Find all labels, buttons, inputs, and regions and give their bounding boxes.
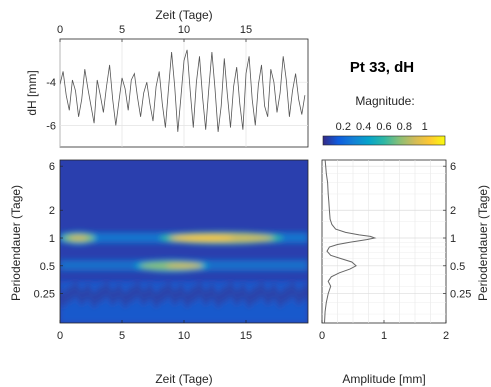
scalogram-tick-label-x: 5 <box>119 330 125 342</box>
scalogram-texture-blob <box>141 287 146 306</box>
colorbar-tick-label: 0.8 <box>397 121 412 133</box>
scalogram-ticks: 0 5 10 15 6 2 1 0.5 0.25 <box>34 161 253 342</box>
scalogram-texture-blob <box>135 281 140 300</box>
amplitude-tick-label-y: 0.5 <box>450 261 465 273</box>
scalogram-texture-blob <box>85 283 91 302</box>
scalogram-tick-label-y: 2 <box>49 205 55 217</box>
scalogram-y-label: Periodendauer (Tage) <box>9 185 23 301</box>
colorbar <box>322 135 446 146</box>
amplitude-tick-label-y: 6 <box>450 161 456 173</box>
amplitude-line <box>324 160 377 323</box>
timeseries-ticks: 0 5 10 15 -6 -4 <box>46 24 252 132</box>
scalogram-highfreq-band <box>60 281 308 323</box>
scalogram-texture-blob <box>67 285 72 304</box>
scalogram-texture-blob <box>277 289 283 308</box>
scalogram-texture-blob <box>166 281 171 300</box>
scalogram-texture-blob <box>191 285 196 304</box>
amplitude-x-label: Amplitude [mm] <box>342 372 425 386</box>
scalogram-texture-blob <box>153 289 159 308</box>
scalogram-feature-core <box>69 235 88 241</box>
timeseries-x-label: Zeit (Tage) <box>155 8 212 22</box>
scalogram-tick-label-y: 0.5 <box>40 261 55 273</box>
scalogram-texture-blob <box>73 281 78 300</box>
scalogram-texture-blob <box>265 287 270 306</box>
scalogram-tick-label-y: 0.25 <box>34 289 55 301</box>
scalogram-texture-blob <box>147 283 153 302</box>
scalogram-texture-blob <box>240 283 246 302</box>
scalogram-tick-label-x: 10 <box>178 330 190 342</box>
amplitude-tick-label-x: 2 <box>443 330 449 342</box>
scalogram-x-label: Zeit (Tage) <box>155 372 212 386</box>
amplitude-grid <box>322 160 446 323</box>
amplitude-panel: 6 2 1 0.5 0.25 0 1 2 Amplitude [mm] Periodendau… <box>319 159 490 386</box>
amplitude-tick-label-y: 2 <box>450 205 456 217</box>
scalogram-panel: 0 5 10 15 6 2 1 0.5 0.25 Zeit (Tage) Periodendau… <box>9 159 309 386</box>
scalogram-texture-blob <box>178 283 184 302</box>
timeseries-y-label: dH [mm] <box>25 70 39 115</box>
colorbar-tick-label: 1 <box>422 121 428 133</box>
timeseries-tick-label-x: 15 <box>240 24 252 36</box>
scalogram-tick-label-x: 15 <box>240 330 252 342</box>
amplitude-tick-label-x: 1 <box>381 330 387 342</box>
scalogram-texture-blob <box>122 289 128 308</box>
scalogram-texture-blob <box>222 285 227 304</box>
scalogram-texture-blob <box>129 285 134 304</box>
scalogram-texture-blob <box>271 283 277 302</box>
scalogram-texture-blob <box>203 287 208 306</box>
colorbar-label: Magnitude: <box>355 94 414 108</box>
colorbar-tick-label: 0.2 <box>336 121 351 133</box>
scalogram-texture-blob <box>246 289 252 308</box>
scalogram-texture-blob <box>284 285 289 304</box>
scalogram-texture-blob <box>234 287 239 306</box>
scalogram-texture-blob <box>79 287 84 306</box>
scalogram-texture-blob <box>98 285 103 304</box>
scalogram-tick-label-x: 0 <box>57 330 63 342</box>
scalogram-texture-blob <box>116 283 122 302</box>
scalogram-texture-blob <box>253 285 258 304</box>
timeseries-tick-label-x: 0 <box>57 24 63 36</box>
scalogram-texture-blob <box>104 281 109 300</box>
scalogram-texture-blob <box>110 287 115 306</box>
amplitude-y-label: Periodendauer (Tage) <box>476 185 490 301</box>
scalogram-texture-blob <box>215 289 221 308</box>
amplitude-tick-label-x: 0 <box>319 330 325 342</box>
scalogram-texture-blob <box>302 283 308 302</box>
amplitude-tick-label-y: 0.25 <box>450 289 471 301</box>
colorbar-tick-label: 0.6 <box>376 121 391 133</box>
timeseries-line <box>60 49 306 132</box>
scalogram-feature-core <box>171 235 234 241</box>
scalogram-texture-blob <box>296 287 301 306</box>
scalogram-texture-blob <box>172 287 177 306</box>
timeseries-tick-label-x: 5 <box>119 24 125 36</box>
scalogram-features <box>60 231 308 323</box>
scalogram-texture-blob <box>91 289 97 308</box>
amplitude-ticks: 6 2 1 0.5 0.25 0 1 2 <box>319 161 471 342</box>
scalogram-texture-blob <box>60 289 66 308</box>
timeseries-tick-label-y: -4 <box>46 77 56 89</box>
amplitude-tick-label-y: 1 <box>450 233 456 245</box>
timeseries-panel: 0 5 10 15 -6 -4 Zeit (Tage) dH [mm] <box>25 8 309 148</box>
timeseries-tick-label-y: -6 <box>46 120 56 132</box>
scalogram-texture-blob <box>197 281 202 300</box>
scalogram-texture-blob <box>160 285 165 304</box>
colorbar-tick-label: 0.4 <box>356 121 371 133</box>
chart-title: Pt 33, dH <box>350 59 414 76</box>
scalogram-tick-label-y: 1 <box>49 233 55 245</box>
scalogram-texture-blob <box>228 281 233 300</box>
scalogram-texture-blob <box>259 281 264 300</box>
timeseries-grid <box>59 39 308 147</box>
colorbar-ticks: 0.2 0.4 0.6 0.8 1 <box>336 121 428 133</box>
scalogram-tick-label-y: 6 <box>49 161 55 173</box>
scalogram-feature-core <box>165 263 203 269</box>
timeseries-tick-label-x: 10 <box>178 24 190 36</box>
scalogram-texture-blob <box>184 289 190 308</box>
title-colorbar-group: Pt 33, dH Magnitude: 0.2 0.4 0.6 0.8 1 <box>322 59 446 146</box>
scalogram-texture-blob <box>290 281 295 300</box>
scalogram-texture-blob <box>209 283 215 302</box>
